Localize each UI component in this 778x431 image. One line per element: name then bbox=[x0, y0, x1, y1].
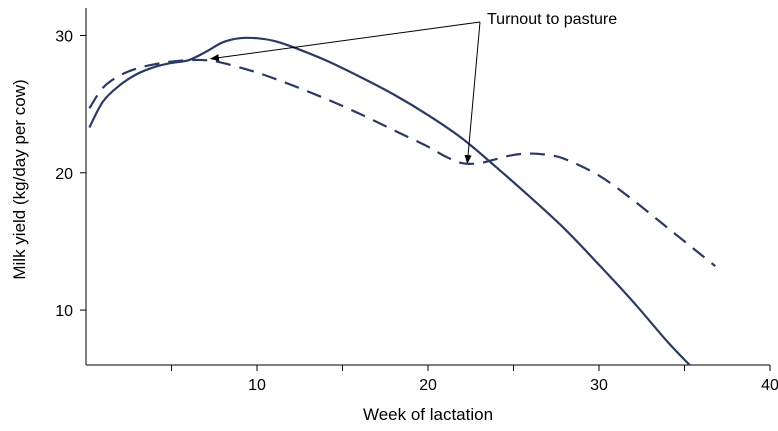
annotation-layer: Turnout to pasture bbox=[209, 11, 617, 165]
x-tick-label: 10 bbox=[248, 377, 266, 394]
x-axis-title: Week of lactation bbox=[363, 405, 493, 424]
x-tick-label: 30 bbox=[590, 377, 608, 394]
chart-axes: 10 20 30 40 10 20 30 bbox=[55, 8, 778, 394]
y-axis-title: Milk yield (kg/day per cow) bbox=[10, 79, 29, 279]
annotation-arrow bbox=[209, 21, 481, 62]
series-layer bbox=[88, 36, 716, 366]
y-tick-label: 10 bbox=[55, 303, 73, 320]
x-tick-label: 20 bbox=[419, 377, 437, 394]
dashed-series-line bbox=[88, 58, 716, 267]
x-tick-label: 40 bbox=[761, 377, 778, 394]
annotation-label: Turnout to pasture bbox=[487, 11, 617, 28]
solid-series-line bbox=[88, 36, 691, 366]
y-tick-label: 20 bbox=[55, 166, 73, 183]
annotation-arrow bbox=[464, 21, 481, 165]
y-tick-label: 30 bbox=[55, 28, 73, 45]
